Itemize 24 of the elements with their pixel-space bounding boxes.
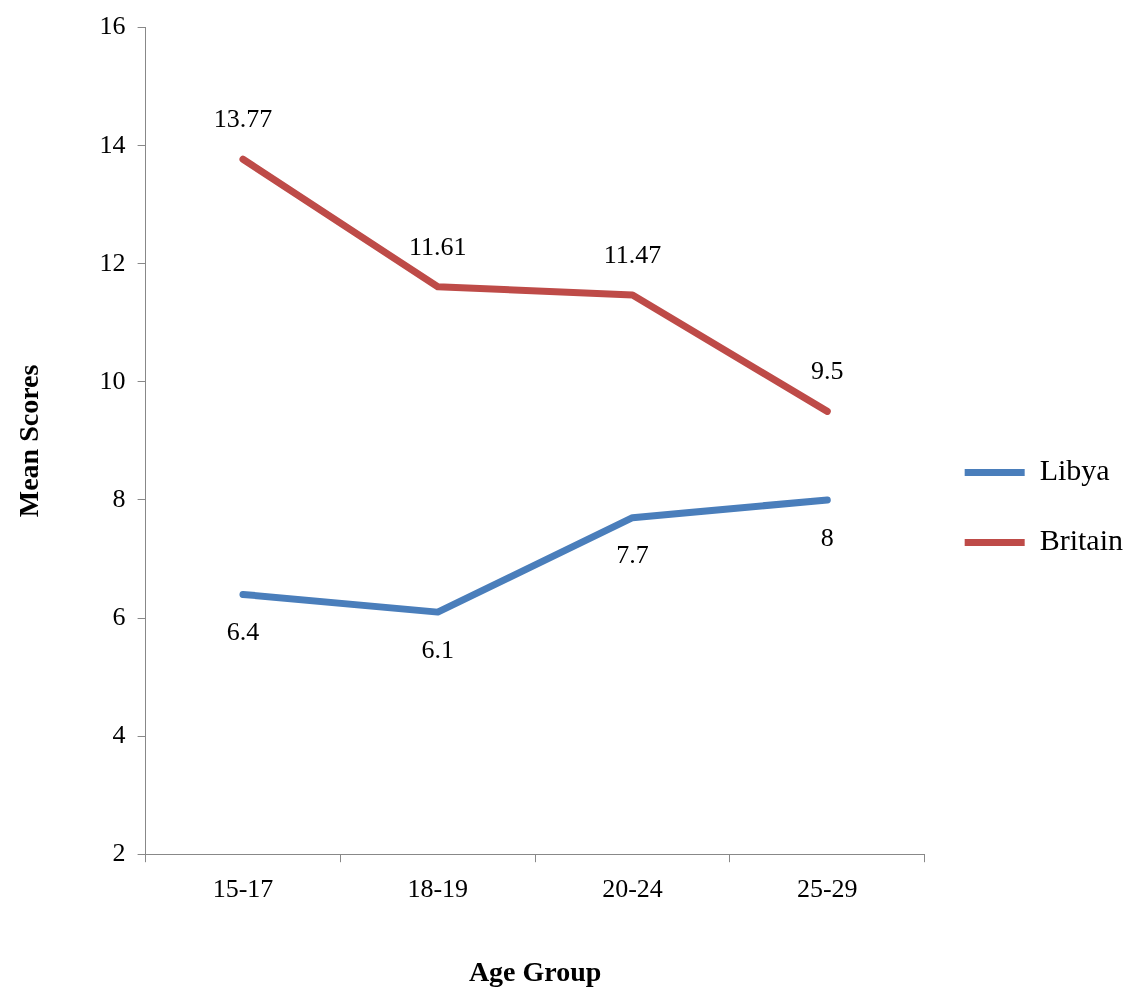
data-label: 8 [820, 522, 834, 552]
y-axis-title: Mean Scores [13, 364, 45, 518]
data-label: 6.1 [421, 634, 454, 664]
y-tick-label: 16 [99, 11, 126, 41]
legend-label: Britain [1039, 523, 1124, 557]
x-tick-label: 25-29 [796, 873, 858, 903]
y-tick-label: 12 [99, 247, 126, 277]
y-tick-label: 8 [112, 483, 126, 513]
x-tick-label: 15-17 [212, 873, 274, 903]
data-label: 9.5 [811, 356, 844, 386]
x-axis-title: Age Group [468, 956, 602, 988]
y-tick-label: 4 [112, 719, 126, 749]
data-label: 11.47 [603, 239, 662, 269]
data-label: 13.77 [213, 104, 273, 134]
x-tick-label: 18-19 [407, 873, 469, 903]
y-tick-label: 10 [99, 365, 126, 395]
y-tick-label: 14 [99, 129, 126, 159]
y-tick-label: 6 [112, 601, 126, 631]
data-label: 11.61 [408, 231, 467, 261]
data-label: 6.4 [226, 617, 260, 647]
y-tick-label: 2 [112, 838, 126, 868]
x-tick-label: 20-24 [602, 873, 663, 903]
data-label: 7.7 [616, 540, 649, 570]
legend-label: Libya [1039, 453, 1110, 487]
